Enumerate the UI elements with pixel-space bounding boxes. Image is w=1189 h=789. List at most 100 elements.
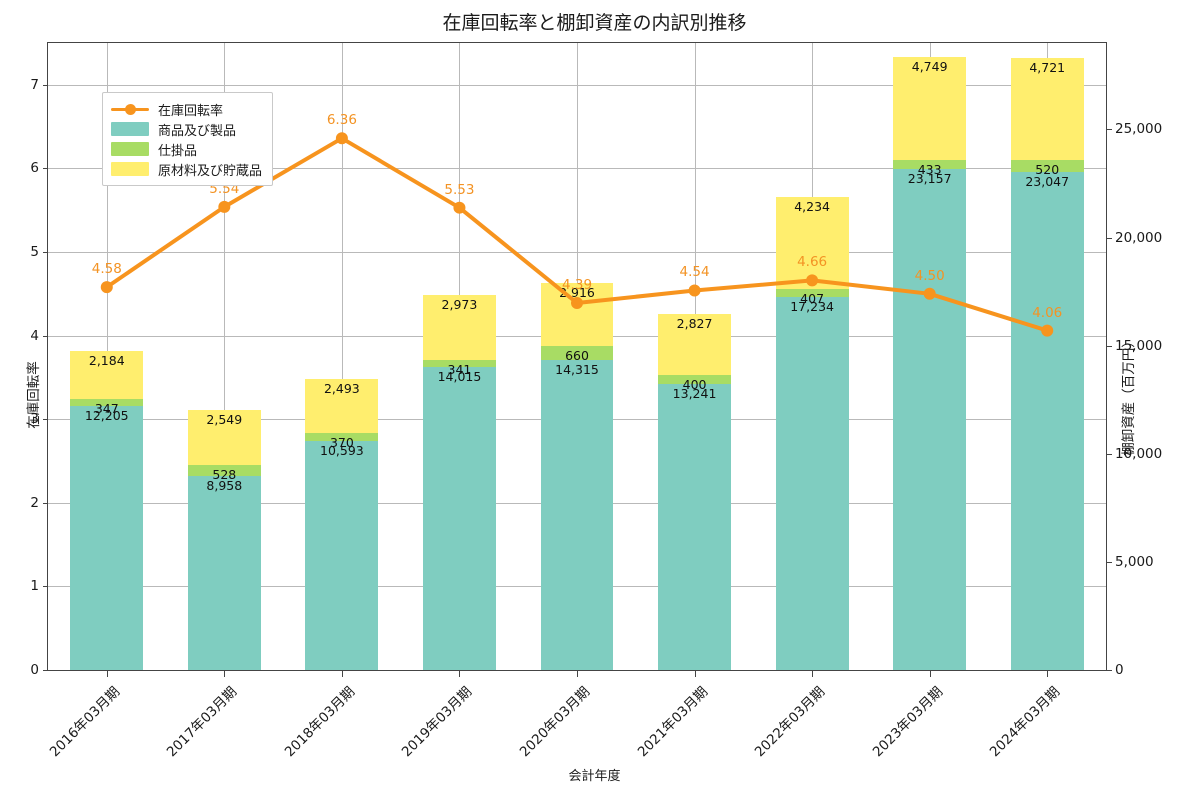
bar-value-label: 341 (447, 361, 472, 377)
line-value-label: 4.50 (914, 267, 945, 284)
y-axis-left-tick-mark (43, 670, 48, 671)
y-axis-left-tick-label: 4 (30, 327, 39, 344)
x-axis-label: 会計年度 (568, 769, 621, 784)
bar-segment[interactable] (1010, 171, 1084, 670)
bar-segment[interactable] (775, 297, 849, 670)
line-value-label: 6.36 (326, 112, 357, 129)
y-axis-left-tick-label: 6 (30, 160, 39, 177)
line-value-label: 4.66 (797, 254, 828, 271)
bar-value-label: 14,015 (437, 368, 482, 384)
bar-value-label: 370 (329, 434, 354, 450)
legend-item[interactable]: 商品及び製品 (111, 119, 262, 139)
bar-value-label: 2,549 (206, 411, 243, 427)
gridline-vertical (341, 43, 343, 670)
y-axis-left-tick-mark (43, 168, 48, 170)
bar-segment[interactable] (70, 398, 144, 407)
bar-segment[interactable] (187, 409, 261, 465)
y-axis-left-tick-mark (43, 252, 48, 253)
y-axis-left-tick-mark (43, 502, 48, 504)
bar-value-label: 2,973 (441, 297, 478, 313)
bar-value-label: 520 (1035, 162, 1060, 178)
y-axis-left-tick-label: 2 (30, 494, 39, 511)
bar-value-label: 400 (682, 377, 707, 393)
bar-segment[interactable] (70, 406, 144, 670)
y-axis-right-tick-label: 25,000 (1115, 121, 1163, 138)
legend-line-marker-icon (111, 102, 149, 116)
bar-value-label: 2,827 (676, 315, 713, 331)
gridline-vertical (224, 43, 226, 670)
bar-segment[interactable] (305, 440, 379, 670)
y-axis-right-tick-label: 5,000 (1115, 553, 1154, 570)
bar-value-label: 12,205 (84, 408, 129, 424)
legend-item[interactable]: 原材料及び貯蔵品 (111, 159, 262, 179)
bar-segment[interactable] (305, 432, 379, 441)
y-axis-left-tick-mark (43, 419, 48, 421)
bar-value-label: 4,749 (911, 59, 948, 75)
legend-dot (125, 104, 136, 116)
bar-value-label: 660 (565, 348, 589, 364)
x-axis-tick-mark (341, 671, 343, 677)
legend-item-label: 商品及び製品 (158, 123, 237, 139)
bar-segment[interactable] (540, 360, 614, 670)
chart-legend[interactable]: 在庫回転率商品及び製品 仕掛品 原材料及び貯蔵品 (102, 92, 274, 186)
bar-segment[interactable] (70, 351, 144, 399)
y-axis-right-tick-mark (1107, 670, 1112, 671)
bar-segment[interactable] (305, 379, 379, 433)
x-axis-tick-mark (577, 671, 578, 677)
plot-area: 12,205 347 2,184 8,958 528 2,549 10,593 370 2,49… (47, 42, 1107, 671)
legend-color-swatch (111, 122, 149, 136)
x-axis-tick-mark (694, 671, 696, 677)
legend-color-swatch (111, 142, 149, 156)
line-value-label: 4.58 (91, 261, 122, 278)
legend-item[interactable]: 在庫回転率 (111, 99, 262, 119)
bar-value-label: 347 (94, 400, 119, 416)
line-value-label: 4.06 (1032, 304, 1063, 321)
bar-value-label: 407 (800, 290, 825, 306)
legend-item[interactable]: 仕掛品 (111, 139, 262, 159)
bar-value-label: 528 (212, 466, 237, 482)
bar-segment[interactable] (423, 359, 496, 367)
bar-segment[interactable] (658, 375, 731, 384)
line-value-label: 4.39 (561, 276, 593, 293)
bar-value-label: 4,721 (1029, 60, 1066, 76)
legend-color-swatch (111, 162, 149, 176)
bar-segment[interactable] (423, 366, 496, 670)
y-axis-left-tick-mark (43, 335, 48, 337)
y-axis-right-tick-label: 20,000 (1115, 229, 1163, 246)
y-axis-right-tick-mark (1107, 453, 1112, 455)
legend-item-label: 在庫回転率 (158, 103, 224, 119)
x-axis-tick-mark (929, 671, 931, 677)
line-value-label: 5.53 (444, 181, 475, 198)
y-axis-left-tick-label: 5 (30, 244, 39, 260)
y-axis-left-tick-label: 1 (30, 578, 39, 595)
y-axis-right-tick-label: 10,000 (1115, 445, 1163, 462)
y-axis-left-tick-mark (43, 586, 48, 588)
bar-value-label: 14,315 (555, 362, 599, 378)
bar-segment[interactable] (540, 346, 614, 361)
x-axis-tick-mark (1047, 671, 1049, 677)
bar-value-label: 10,593 (320, 442, 364, 458)
bar-segment[interactable] (658, 383, 731, 670)
bar-value-label: 8,958 (206, 478, 243, 494)
y-axis-right-tick-mark (1107, 129, 1112, 131)
bar-value-label: 13,241 (672, 385, 717, 401)
y-axis-right-tick-label: 0 (1115, 662, 1124, 678)
bar-segment[interactable] (187, 476, 261, 670)
bar-value-label: 433 (917, 161, 942, 177)
legend-item-label: 仕掛品 (158, 143, 198, 159)
x-axis-tick-mark (224, 671, 226, 677)
bar-segment[interactable] (187, 464, 261, 477)
y-axis-left-tick-label: 0 (30, 662, 39, 678)
bar-value-label: 2,184 (88, 353, 125, 369)
x-axis-tick-mark (812, 671, 814, 677)
y-axis-left-tick-label: 7 (30, 76, 39, 93)
line-value-label: 4.54 (679, 264, 710, 281)
bar-segment[interactable] (893, 169, 967, 670)
x-axis-tick-mark (459, 671, 461, 677)
y-axis-right-tick-mark (1107, 345, 1112, 347)
y-axis-right-tick-mark (1107, 237, 1112, 239)
bar-value-label: 4,234 (794, 199, 831, 215)
y-axis-left-tick-mark (43, 84, 48, 86)
y-axis-right-tick-label: 15,000 (1115, 337, 1163, 354)
